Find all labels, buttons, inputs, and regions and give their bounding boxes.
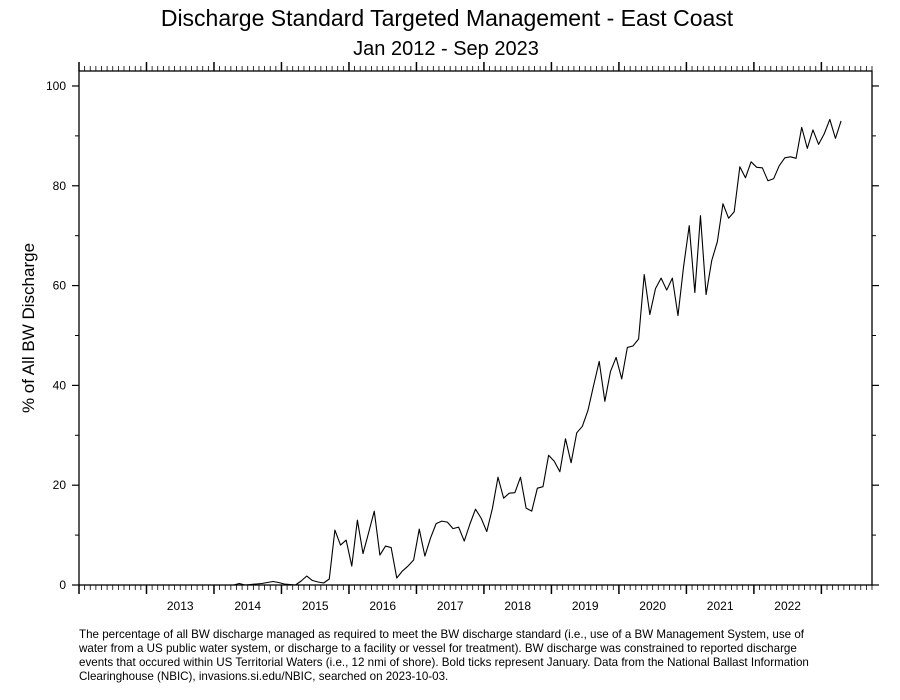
chart-subtitle: Jan 2012 - Sep 2023 [353, 38, 539, 60]
x-tick-label: 2020 [639, 599, 666, 613]
x-tick-label: 2016 [369, 599, 396, 613]
chart-title: Discharge Standard Targeted Management -… [161, 5, 734, 31]
y-axis-label: % of All BW Discharge [19, 243, 38, 413]
plot-frame [78, 70, 873, 586]
y-tick-label: 20 [53, 478, 67, 492]
y-tick-label: 40 [53, 378, 67, 392]
x-tick-label: 2015 [302, 599, 329, 613]
x-axis: 2013 2014 2015 2016 2017 2018 2019 2020 2021 2022 [78, 62, 873, 613]
x-tick-label: 2021 [707, 599, 734, 613]
y-tick-label: 0 [59, 578, 66, 592]
y-tick-label: 80 [53, 179, 67, 193]
y-tick-label: 100 [46, 79, 66, 93]
x-tick-label: 2022 [774, 599, 801, 613]
x-tick-label: 2019 [572, 599, 599, 613]
y-tick-label: 60 [53, 279, 67, 293]
x-tick-label: 2017 [437, 599, 464, 613]
series-layer [81, 118, 842, 586]
x-tick-label: 2013 [167, 599, 194, 613]
series-line [81, 118, 842, 586]
y-axis: 0 20 40 60 80 100 [46, 79, 879, 592]
x-tick-label: 2018 [504, 599, 531, 613]
x-tick-label: 2014 [234, 599, 261, 613]
footnote: The percentage of all BW discharge manag… [79, 628, 809, 683]
